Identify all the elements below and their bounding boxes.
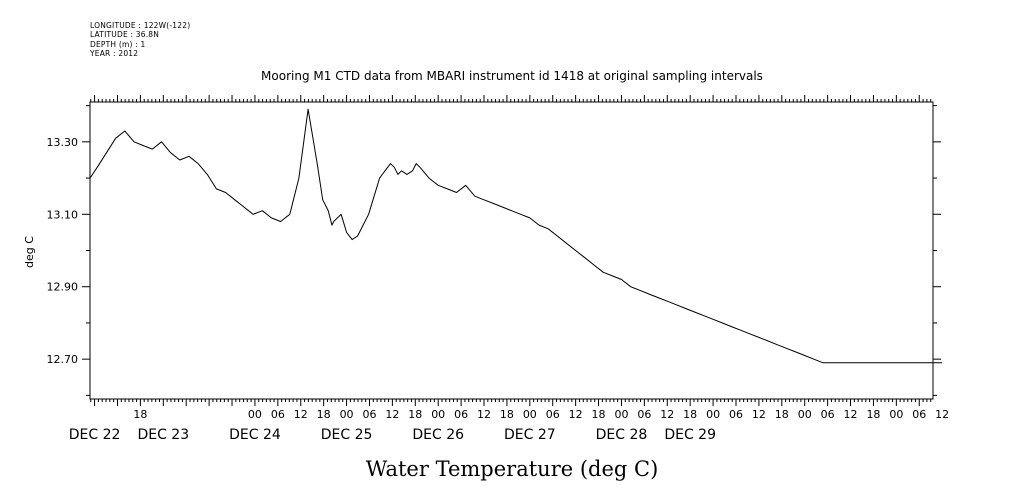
series-line xyxy=(89,108,943,364)
x-hour-label: 12 xyxy=(660,408,674,421)
x-hour-label: 06 xyxy=(546,408,560,421)
x-axis: 18 00 06 12 18 00 06 12 18 00 06 12 18 00 06 12 18 00 06 12… xyxy=(69,95,949,443)
metadata-year: YEAR : 2012 xyxy=(90,49,139,59)
x-hour-label: 12 xyxy=(385,408,399,421)
x-hour-label: 00 xyxy=(889,408,903,421)
x-hour-label: 18 xyxy=(500,408,514,421)
y-tick-label: 13.10 xyxy=(47,208,79,221)
x-hour-label: 12 xyxy=(294,408,308,421)
metadata-depth: DEPTH (m) : 1 xyxy=(90,39,146,49)
x-day-label: DEC 26 xyxy=(412,427,464,443)
x-hour-label: 00 xyxy=(340,408,354,421)
x-hour-label: 00 xyxy=(798,408,812,421)
x-hour-label: 18 xyxy=(683,408,697,421)
x-hour-label: 12 xyxy=(569,408,583,421)
x-day-label: DEC 25 xyxy=(321,427,373,443)
y-axis: 12.70 12.90 13.10 13.30 xyxy=(47,105,941,396)
x-hour-label: 18 xyxy=(592,408,606,421)
x-hour-label: 06 xyxy=(362,408,376,421)
chart-title: Mooring M1 CTD data from MBARI instrumen… xyxy=(261,69,763,83)
x-hour-label: 18 xyxy=(317,408,331,421)
x-hour-label: 06 xyxy=(454,408,468,421)
x-day-label: DEC 23 xyxy=(137,427,189,443)
y-tick-label: 12.70 xyxy=(47,353,79,366)
x-hour-label: 18 xyxy=(133,408,147,421)
metadata-longitude: LONGITUDE : 122W(-122) xyxy=(90,21,191,30)
x-day-label: DEC 27 xyxy=(504,427,556,443)
x-hour-label: 00 xyxy=(706,408,720,421)
y-axis-label: deg C xyxy=(23,236,36,268)
series-lines xyxy=(89,108,943,364)
x-day-label: DEC 24 xyxy=(229,427,281,443)
metadata-latitude: LATITUDE : 36.8N xyxy=(90,30,160,40)
x-hour-label: 12 xyxy=(752,408,766,421)
x-hour-label: 12 xyxy=(844,408,858,421)
x-hour-label: 06 xyxy=(912,408,926,421)
x-hour-label: 00 xyxy=(248,408,262,421)
x-hour-label: 18 xyxy=(775,408,789,421)
metadata-block: LONGITUDE : 122W(-122) LATITUDE : 36.8N … xyxy=(90,21,190,59)
x-hour-label: 12 xyxy=(477,408,491,421)
x-day-label: DEC 22 xyxy=(69,427,121,443)
x-hour-label: 06 xyxy=(271,408,285,421)
x-day-label: DEC 28 xyxy=(596,427,648,443)
x-hour-label: 18 xyxy=(408,408,422,421)
x-hour-label: 18 xyxy=(866,408,880,421)
y-tick-label: 13.30 xyxy=(47,136,79,149)
y-tick-label: 12.90 xyxy=(47,281,79,294)
x-hour-label: 06 xyxy=(821,408,835,421)
x-hour-label: 06 xyxy=(729,408,743,421)
x-axis-label: Water Temperature (deg C) xyxy=(366,457,659,481)
x-day-label: DEC 29 xyxy=(664,427,716,443)
x-hour-label: 00 xyxy=(614,408,628,421)
x-hour-label: 12 xyxy=(935,408,949,421)
plot-frame xyxy=(89,101,934,400)
x-hour-label: 06 xyxy=(637,408,651,421)
x-hour-label: 00 xyxy=(523,408,537,421)
x-hour-label: 00 xyxy=(431,408,445,421)
